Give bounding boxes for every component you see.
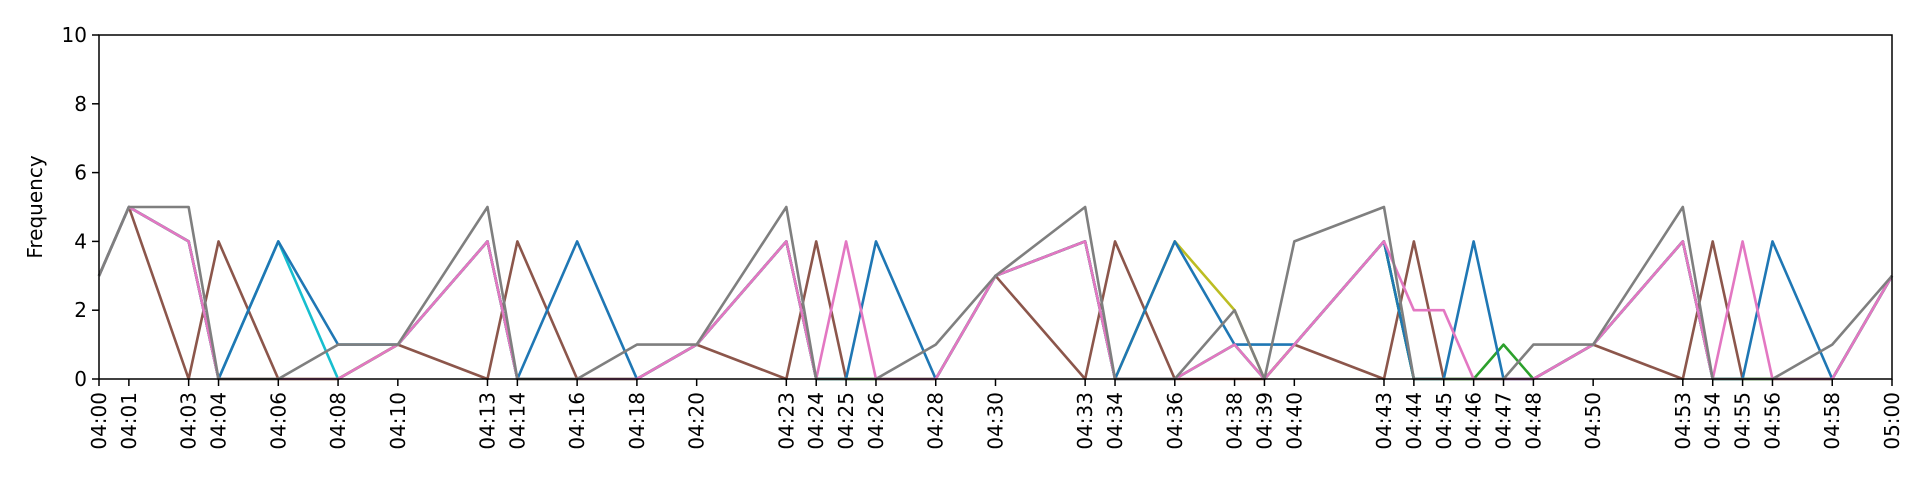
x-tick-label: 04:04	[207, 392, 231, 450]
x-tick-label: 04:23	[774, 392, 798, 450]
x-tick-label: 04:43	[1372, 392, 1396, 450]
x-tick-label: 04:24	[804, 392, 828, 450]
series-line-1	[97, 205, 1894, 381]
y-axis-label: Frequency	[23, 155, 47, 258]
y-tick-label: 8	[74, 92, 87, 116]
x-tick-label: 04:39	[1252, 392, 1276, 450]
series-line-2	[97, 205, 1894, 381]
x-axis: 04:00 04:01 04:03 04:04 04:06 04:08 04:10 04:13…	[87, 379, 1904, 450]
x-tick-label: 04:34	[1103, 392, 1127, 450]
x-tick-label: 04:30	[984, 392, 1008, 450]
x-tick-label: 04:10	[386, 392, 410, 450]
x-tick-label: 04:46	[1462, 392, 1486, 450]
x-tick-label: 05:00	[1880, 392, 1904, 450]
x-tick-label: 04:47	[1492, 392, 1516, 450]
x-tick-label: 04:53	[1671, 392, 1695, 450]
x-tick-label: 04:50	[1581, 392, 1605, 450]
x-tick-label: 04:13	[475, 392, 499, 450]
x-tick-label: 04:58	[1820, 392, 1844, 450]
x-tick-label: 04:26	[864, 392, 888, 450]
x-tick-label: 04:08	[326, 392, 350, 450]
x-tick-label: 04:44	[1402, 392, 1426, 450]
series-line-5	[97, 205, 1894, 381]
y-tick-label: 10	[62, 23, 87, 47]
x-tick-label: 04:38	[1223, 392, 1247, 450]
x-tick-label: 04:48	[1521, 392, 1545, 450]
x-tick-label: 04:25	[834, 392, 858, 450]
x-tick-label: 04:01	[117, 392, 141, 450]
x-tick-label: 04:16	[565, 392, 589, 450]
series-layer	[97, 205, 1894, 381]
x-tick-label: 04:18	[625, 392, 649, 450]
x-tick-label: 04:36	[1163, 392, 1187, 450]
y-tick-label: 0	[74, 367, 87, 391]
series-line-7	[97, 205, 1893, 381]
x-tick-label: 04:56	[1760, 392, 1784, 450]
x-tick-label: 04:14	[505, 392, 529, 450]
x-tick-label: 04:40	[1282, 392, 1306, 450]
x-tick-label: 04:45	[1432, 392, 1456, 450]
x-tick-label: 04:20	[685, 392, 709, 450]
y-tick-label: 4	[74, 229, 87, 253]
x-tick-label: 04:06	[266, 392, 290, 450]
series-line-3	[97, 205, 1894, 381]
x-tick-label: 04:28	[924, 392, 948, 450]
x-tick-label: 04:03	[177, 392, 201, 450]
series-line-4	[97, 205, 1894, 381]
y-tick-label: 2	[74, 298, 87, 322]
plot-area-frame	[98, 34, 1893, 380]
x-tick-label: 04:55	[1731, 392, 1755, 450]
y-tick-label: 6	[74, 161, 87, 185]
x-tick-label: 04:54	[1701, 392, 1725, 450]
x-tick-label: 04:00	[87, 392, 111, 450]
y-axis: 0 2 4 6 8 10	[62, 23, 99, 391]
series-line-6	[97, 205, 1894, 381]
x-tick-label: 04:33	[1073, 392, 1097, 450]
